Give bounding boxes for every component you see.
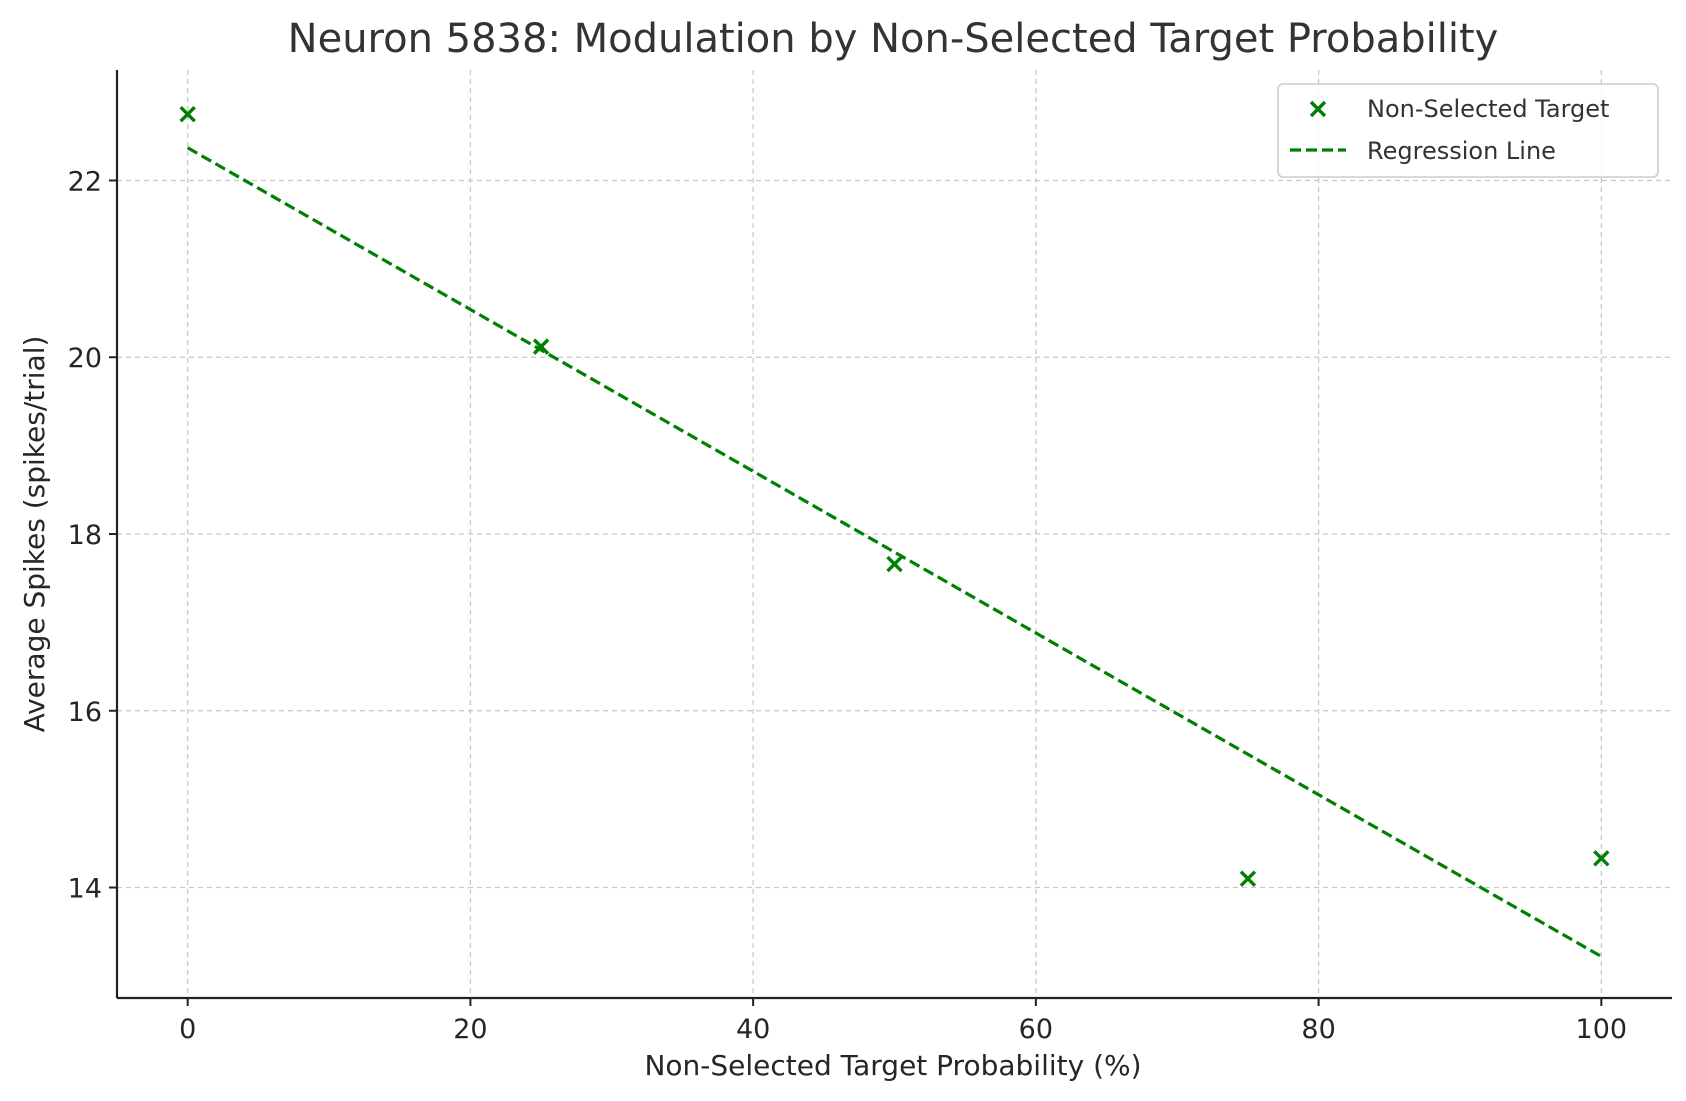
x-tick-label: 40 xyxy=(736,1014,770,1045)
data-point-stroke-b xyxy=(1593,850,1610,867)
x-tick-label: 80 xyxy=(1301,1014,1335,1045)
data-point xyxy=(1239,870,1257,887)
data-point xyxy=(179,105,196,123)
series-layer xyxy=(179,105,1610,958)
y-tick-label: 22 xyxy=(68,166,102,197)
x-tick-label: 20 xyxy=(453,1014,487,1045)
y-axis-label: Average Spikes (spikes/trial) xyxy=(18,336,51,733)
y-tick-label: 20 xyxy=(68,343,102,374)
grid-layer xyxy=(117,70,1672,998)
y-tick-label: 18 xyxy=(68,520,102,551)
data-point-stroke-b xyxy=(886,555,903,573)
y-tick-label: 14 xyxy=(68,874,102,905)
legend-x-marker-stroke-b xyxy=(1309,100,1327,118)
legend-x-marker xyxy=(1309,100,1327,118)
data-point-stroke-b xyxy=(1239,870,1257,887)
y-ticks: 14 16 18 20 22 xyxy=(68,166,117,905)
chart-title: Neuron 5838: Modulation by Non-Selected … xyxy=(288,16,1499,62)
x-axis-label: Non-Selected Target Probability (%) xyxy=(644,1049,1141,1082)
y-tick-label: 16 xyxy=(68,697,102,728)
x-ticks: 0 20 40 60 80 100 xyxy=(179,998,1627,1045)
legend-label-regression-line: Regression Line xyxy=(1367,137,1556,165)
legend: Non-Selected Target Regression Line xyxy=(1277,83,1659,178)
legend-frame xyxy=(1277,83,1659,178)
x-tick-label: 100 xyxy=(1576,1014,1628,1045)
data-point xyxy=(1593,850,1610,867)
legend-label-non-selected-target: Non-Selected Target xyxy=(1367,95,1609,123)
x-tick-label: 0 xyxy=(179,1014,196,1045)
x-tick-label: 60 xyxy=(1019,1014,1053,1045)
data-point xyxy=(886,555,903,573)
regression-line xyxy=(186,146,1603,958)
data-point-stroke-b xyxy=(179,105,196,123)
legend-marker-non-selected-target xyxy=(1309,100,1327,118)
data-point-stroke-b xyxy=(532,338,550,355)
data-point xyxy=(532,338,550,355)
